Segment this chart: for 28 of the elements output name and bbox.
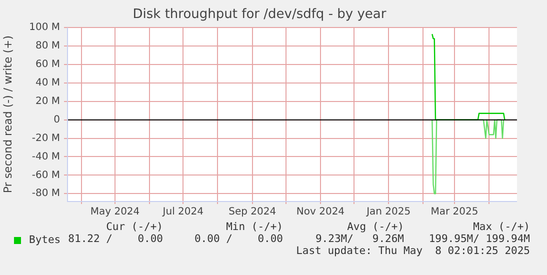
x-tick-label: Sep 2024 — [228, 206, 276, 218]
chart-title: Disk throughput for /dev/sdfq - by year — [132, 7, 387, 22]
text: Last update: Thu May 8 02:01:25 2025 — [296, 245, 530, 257]
text: 0.00 / 0.00 — [194, 233, 283, 245]
y-tick-label: 40 M — [35, 78, 60, 89]
y-tick-label: 60 M — [35, 59, 60, 70]
legend-label: Bytes — [29, 234, 61, 246]
text: Max (-/+) — [473, 221, 530, 233]
x-tick-label: May 2024 — [90, 206, 140, 218]
y-tick-label: 20 M — [35, 96, 60, 107]
y-tick-label: -60 M — [32, 170, 60, 181]
y-tick-label: -40 M — [32, 151, 60, 162]
x-tick-label: Jul 2024 — [162, 206, 204, 218]
text: 81.22 / 0.00 — [68, 233, 163, 245]
x-tick-label: Jan 2025 — [366, 206, 411, 218]
text: Min (-/+) — [226, 221, 283, 233]
y-tick-label: 100 M — [29, 22, 60, 34]
x-tick-label: Mar 2025 — [430, 206, 478, 218]
y-axis-title: Pr second read (-) / write (+) — [1, 35, 14, 194]
x-tick-label: Nov 2024 — [296, 206, 345, 218]
text: 199.95M/ 199.94M — [428, 233, 530, 245]
text: Avg (-/+) — [347, 221, 404, 233]
y-tick-label: 0 — [54, 114, 60, 126]
y-tick-label: 80 M — [35, 40, 60, 52]
text: 9.23M/ 9.26M — [315, 233, 404, 245]
y-tick-label: -80 M — [32, 188, 60, 200]
text: Cur (-/+) — [106, 221, 163, 233]
y-tick-label: -20 M — [32, 132, 60, 144]
